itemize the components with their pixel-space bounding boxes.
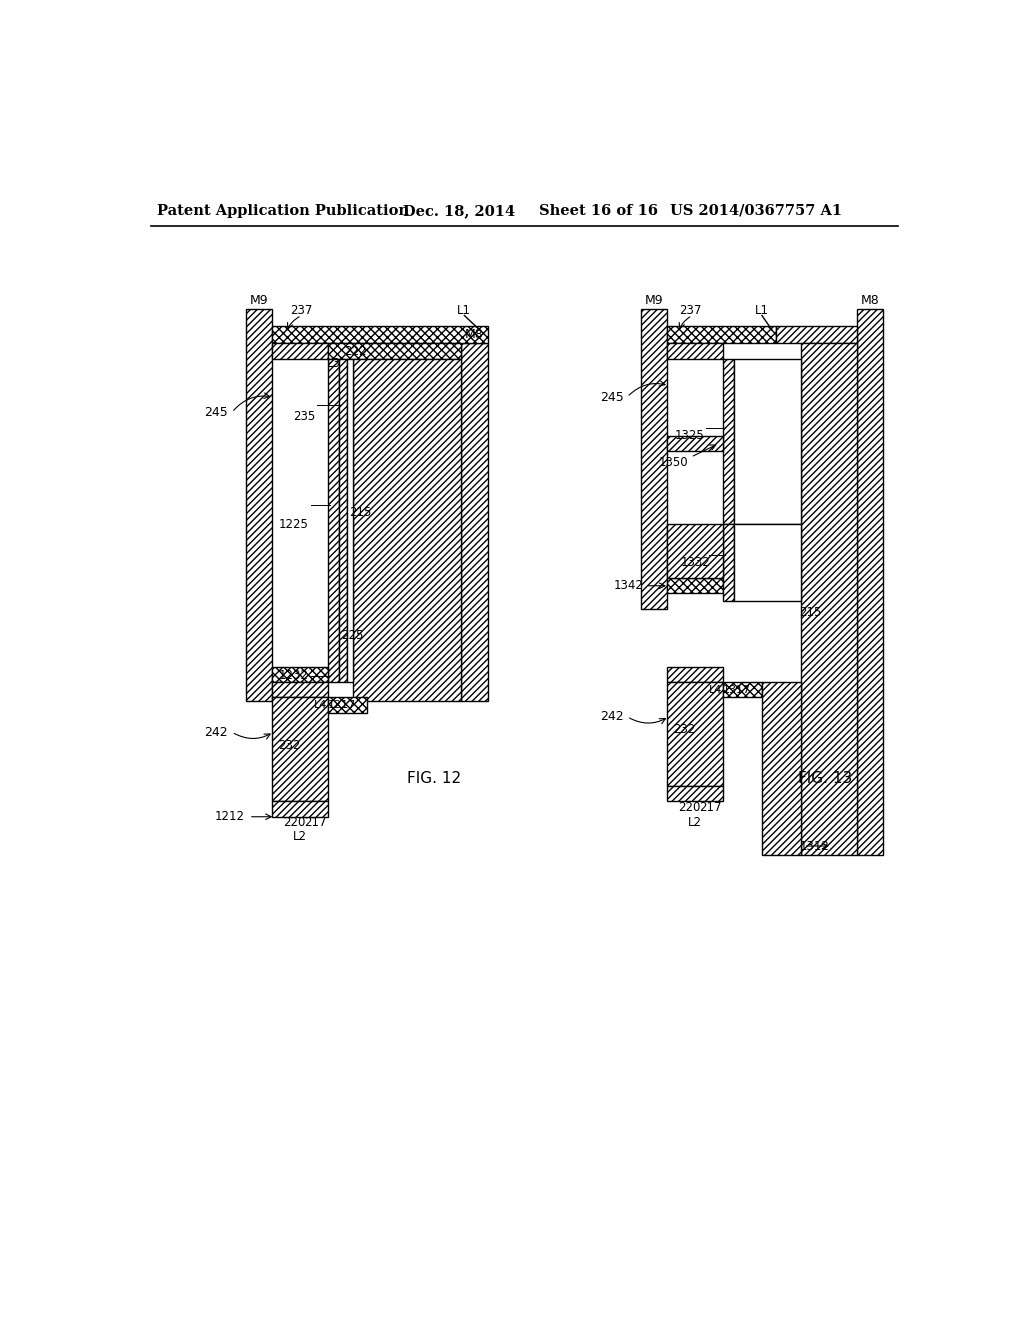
Text: 232: 232 xyxy=(278,739,300,751)
Text: 215: 215 xyxy=(799,606,821,619)
Bar xyxy=(668,326,776,343)
Text: 1212: 1212 xyxy=(214,810,245,824)
Bar xyxy=(668,524,723,578)
Bar xyxy=(668,343,723,359)
Bar xyxy=(723,682,762,697)
Text: FIG. 13: FIG. 13 xyxy=(799,771,853,785)
Bar xyxy=(272,326,487,343)
Text: L4: L4 xyxy=(313,700,327,710)
Bar xyxy=(668,667,723,682)
Text: 220: 220 xyxy=(678,801,700,814)
Text: L2: L2 xyxy=(293,829,307,842)
Text: L1: L1 xyxy=(755,305,769,317)
Text: 242: 242 xyxy=(600,710,624,723)
Text: 245: 245 xyxy=(205,407,228,418)
Text: 237: 237 xyxy=(291,305,312,317)
Text: 1232: 1232 xyxy=(279,669,309,682)
Text: M9: M9 xyxy=(250,293,268,306)
Text: M8: M8 xyxy=(860,293,879,306)
Bar xyxy=(352,359,461,701)
Text: 1225: 1225 xyxy=(279,517,309,531)
Bar xyxy=(668,578,723,594)
Text: 1317: 1317 xyxy=(723,685,752,694)
Bar xyxy=(272,697,328,801)
Bar xyxy=(328,343,461,359)
Bar xyxy=(668,785,723,801)
Text: L4: L4 xyxy=(709,685,722,694)
Text: 215: 215 xyxy=(349,506,372,519)
Text: 237: 237 xyxy=(680,305,701,317)
Bar xyxy=(328,359,339,682)
Bar xyxy=(762,682,801,855)
Bar xyxy=(246,309,272,701)
Bar xyxy=(272,801,328,817)
Text: US 2014/0367757 A1: US 2014/0367757 A1 xyxy=(671,203,843,218)
Text: 1312: 1312 xyxy=(800,840,829,853)
Bar xyxy=(801,343,856,855)
Bar xyxy=(328,697,367,713)
Text: L3: L3 xyxy=(328,356,341,370)
Bar xyxy=(461,343,487,701)
Text: FIG. 12: FIG. 12 xyxy=(408,771,461,785)
Text: M8: M8 xyxy=(465,329,483,342)
Text: 1217: 1217 xyxy=(328,700,356,710)
Bar xyxy=(272,682,328,697)
Bar xyxy=(856,309,883,855)
Text: 1325: 1325 xyxy=(674,429,703,442)
Text: 245: 245 xyxy=(600,391,624,404)
Text: M9: M9 xyxy=(645,293,664,306)
Bar xyxy=(272,667,328,682)
Bar xyxy=(339,359,346,682)
Text: 220: 220 xyxy=(283,816,305,829)
Text: Sheet 16 of 16: Sheet 16 of 16 xyxy=(539,203,657,218)
Bar xyxy=(641,309,668,609)
Bar xyxy=(734,359,801,524)
Bar xyxy=(668,682,723,785)
Bar xyxy=(272,343,328,359)
Text: 1350: 1350 xyxy=(658,455,688,469)
Bar xyxy=(346,359,352,682)
Text: 222: 222 xyxy=(344,345,367,358)
Text: L1: L1 xyxy=(458,305,471,317)
Bar xyxy=(734,524,801,601)
Text: 242: 242 xyxy=(205,726,228,739)
Text: Dec. 18, 2014: Dec. 18, 2014 xyxy=(403,203,515,218)
Text: 225: 225 xyxy=(342,630,364,643)
Text: 1332: 1332 xyxy=(680,556,711,569)
Text: 232: 232 xyxy=(673,723,695,737)
Text: 217: 217 xyxy=(699,801,722,814)
Text: Patent Application Publication: Patent Application Publication xyxy=(158,203,410,218)
Bar xyxy=(776,326,856,343)
Text: L2: L2 xyxy=(688,816,702,829)
Text: 217: 217 xyxy=(304,816,327,829)
Text: 1342: 1342 xyxy=(613,579,644,593)
Bar xyxy=(723,524,734,601)
Bar xyxy=(723,359,734,524)
Text: 235: 235 xyxy=(294,409,315,422)
Bar xyxy=(668,436,723,451)
